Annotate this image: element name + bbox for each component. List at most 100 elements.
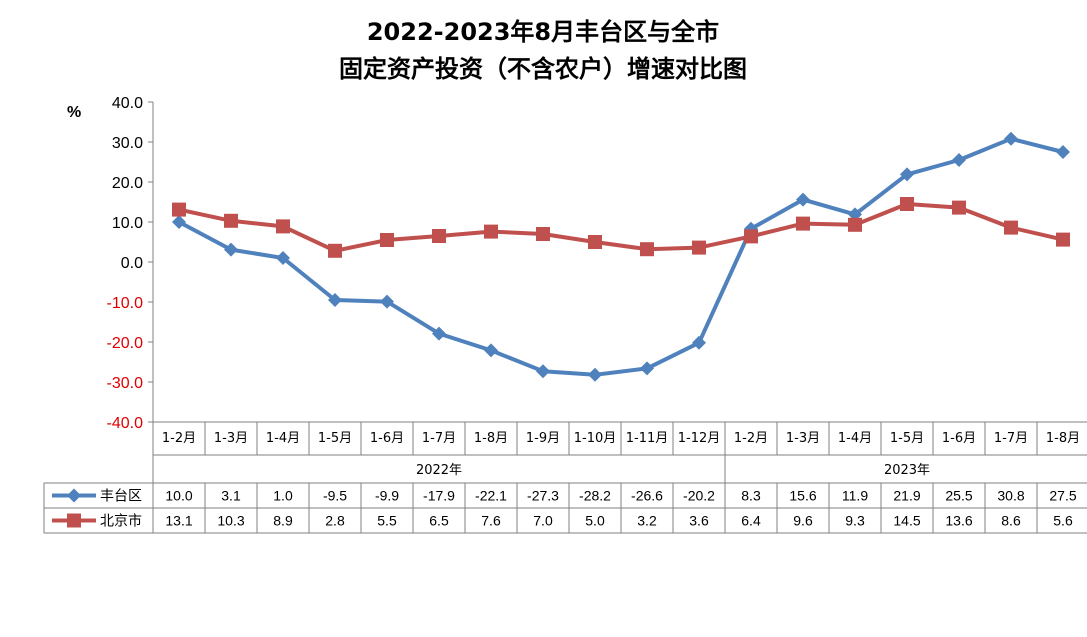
table-cell: 8.9: [273, 513, 293, 529]
data-point: [952, 153, 966, 167]
category-label: 1-6月: [942, 431, 976, 446]
data-point: [276, 251, 290, 265]
data-point: [1004, 220, 1018, 235]
data-point: [1056, 232, 1070, 247]
category-label: 1-4月: [266, 431, 300, 446]
table-cell: -9.9: [375, 488, 399, 504]
y-tick-label: 10.0: [112, 215, 143, 232]
table-cell: 7.0: [533, 513, 553, 529]
legend-marker: [67, 513, 81, 528]
table-cell: 3.1: [221, 488, 241, 504]
y-tick-label: 40.0: [112, 95, 143, 112]
data-point: [692, 240, 706, 255]
category-label: 1-3月: [786, 431, 820, 446]
category-label: 1-6月: [370, 431, 404, 446]
table-cell: 9.6: [793, 513, 813, 529]
legend-marker: [67, 488, 81, 503]
data-point: [172, 215, 186, 229]
table-cell: 10.3: [217, 513, 244, 529]
table-cell: 21.9: [893, 488, 920, 504]
table-cell: 9.3: [845, 513, 865, 529]
data-point: [796, 192, 810, 207]
data-point: [432, 326, 446, 341]
data-point: [588, 367, 602, 382]
series-line: [178, 202, 1064, 253]
chart-title-line2: 固定资产投资（不含农户）增速对比图: [339, 55, 747, 83]
data-point: [536, 364, 550, 379]
category-label: 1-7月: [422, 431, 456, 446]
y-axis: 40.0 30.0 20.0 10.0 0.0 -10.0 -20.0 -30.0 -40.0: [107, 95, 154, 432]
data-point: [1004, 131, 1018, 146]
category-label: 1-9月: [526, 431, 560, 446]
series-2: [172, 197, 1070, 258]
data-point: [952, 200, 966, 215]
year-group-label: 2022年: [416, 463, 462, 478]
y-tick-label: -20.0: [107, 335, 144, 352]
data-point: [328, 243, 342, 258]
table-cell: 30.8: [997, 488, 1024, 504]
table-cell: 5.5: [377, 513, 397, 529]
table-cell: 5.0: [585, 513, 605, 529]
data-point: [588, 235, 602, 249]
legend-label: 丰台区: [100, 489, 142, 505]
table-cell: 13.1: [165, 513, 192, 529]
data-point: [224, 242, 238, 257]
data-point: [172, 202, 186, 217]
table-cell: 27.5: [1049, 488, 1076, 504]
data-point: [432, 229, 446, 243]
category-label: 1-10月: [574, 431, 617, 446]
y-tick-label: 20.0: [112, 175, 143, 192]
year-group-label: 2023年: [884, 463, 930, 478]
data-point: [224, 213, 238, 228]
data-point: [1056, 145, 1070, 159]
category-label: 1-8月: [1046, 431, 1080, 446]
series-line: [178, 136, 1064, 377]
category-label: 1-7月: [994, 431, 1028, 446]
data-point: [380, 294, 394, 309]
chart-title-line1: 2022-2023年8月丰台区与全市: [367, 18, 719, 46]
data-point: [380, 233, 394, 247]
table-cell: -22.1: [475, 488, 507, 504]
table-cell: 2.8: [325, 513, 345, 529]
table-cell: 10.0: [165, 488, 192, 504]
table-cell: 5.6: [1053, 513, 1073, 529]
data-point: [692, 335, 706, 350]
table-cell: 7.6: [481, 513, 501, 529]
category-label: 1-2月: [162, 431, 196, 446]
table-cell: 6.5: [429, 513, 449, 529]
table-cell: 14.5: [893, 513, 920, 529]
table-cell: -9.5: [323, 488, 347, 504]
data-point: [900, 197, 914, 211]
table-cell: 13.6: [945, 513, 972, 529]
table-cell: 1.0: [273, 488, 293, 504]
table-cell: -20.2: [683, 488, 715, 504]
table-cell: 3.2: [637, 513, 657, 529]
category-label: 1-3月: [214, 431, 248, 446]
table-cell: -26.6: [631, 488, 663, 504]
data-table: 1-2月 1-3月 1-4月 1-5月 1-6月 1-7月 1-8月 1-9月 1-10月 1-1…: [43, 421, 1087, 534]
data-point: [276, 219, 290, 234]
y-tick-label: 30.0: [112, 135, 143, 152]
data-point: [900, 167, 914, 182]
category-label: 1-11月: [626, 431, 669, 446]
y-tick-label: -30.0: [107, 375, 144, 392]
table-cell: -17.9: [423, 488, 455, 504]
table-cell: 15.6: [789, 488, 816, 504]
data-point: [848, 217, 862, 232]
table-cell: 11.9: [842, 488, 868, 504]
legend-label: 北京市: [100, 513, 142, 530]
y-tick-label: -40.0: [107, 415, 144, 432]
data-point: [484, 343, 498, 358]
data-point: [640, 361, 654, 376]
category-label: 1-5月: [890, 431, 924, 446]
category-label: 1-5月: [318, 431, 352, 446]
category-label: 1-12月: [678, 431, 721, 446]
data-point: [328, 293, 342, 307]
data-point: [484, 224, 498, 239]
category-label: 1-2月: [734, 431, 768, 446]
category-label: 1-8月: [474, 431, 508, 446]
data-point: [744, 229, 758, 244]
data-point: [536, 227, 550, 241]
table-cell: -27.3: [527, 488, 559, 504]
